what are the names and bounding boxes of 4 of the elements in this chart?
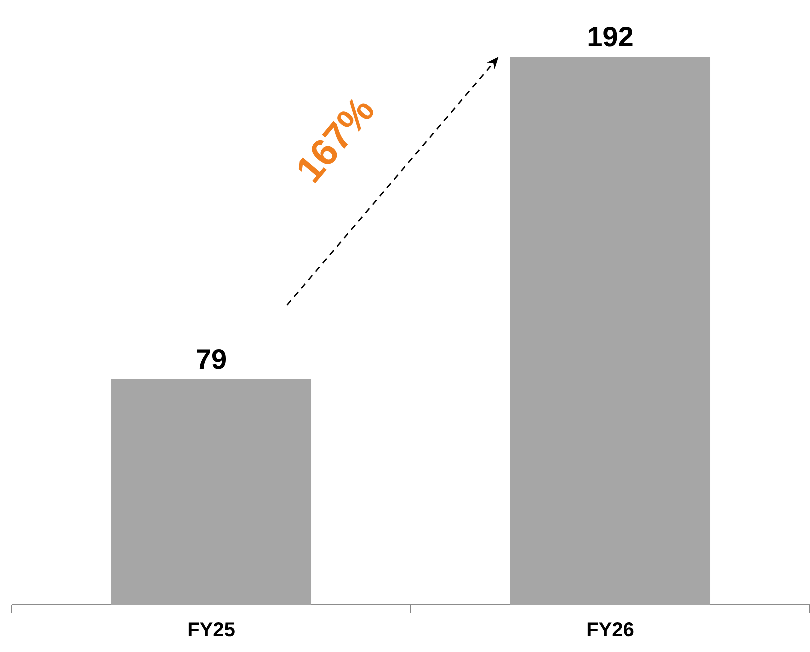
- data-label: 192: [588, 26, 633, 47]
- x-tick-label: FY26: [588, 622, 634, 637]
- x-tick-label: FY25: [188, 622, 235, 637]
- data-label: 79: [197, 349, 226, 370]
